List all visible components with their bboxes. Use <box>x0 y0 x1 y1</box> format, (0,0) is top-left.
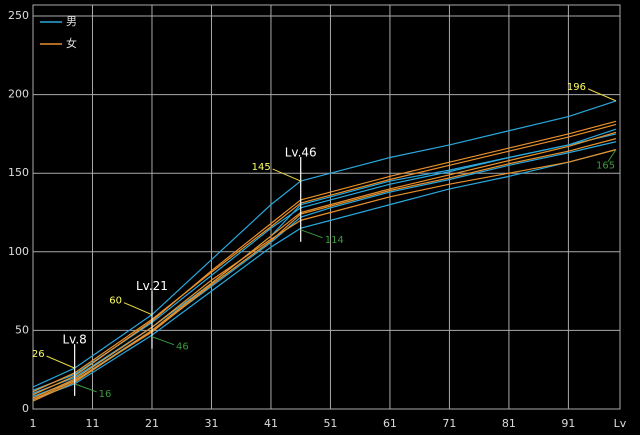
legend-label: 男 <box>66 15 77 28</box>
series-line <box>32 100 617 388</box>
x-tick-label: 71 <box>442 417 456 430</box>
series-line <box>32 120 617 396</box>
level-label: Lv.21 <box>136 279 168 293</box>
min-leader <box>300 229 323 239</box>
x-tick-label: 41 <box>264 417 278 430</box>
max-leader <box>46 355 75 369</box>
y-tick-label: 150 <box>8 166 29 179</box>
min-label: 165 <box>596 161 615 172</box>
legend-label: 女 <box>66 36 77 50</box>
max-label: 26 <box>32 349 45 360</box>
y-tick-label: 0 <box>22 402 29 415</box>
min-label: 16 <box>99 389 112 400</box>
x-tick-label: 81 <box>502 417 516 430</box>
max-label: 145 <box>252 162 271 173</box>
x-tick-label: 51 <box>323 417 337 430</box>
min-leader <box>151 336 175 346</box>
max-leader <box>123 302 153 316</box>
series-line <box>32 131 617 402</box>
x-tick-label: 21 <box>145 417 159 430</box>
max-leader <box>587 88 617 102</box>
x-axis-label: Lv <box>614 417 627 430</box>
series-line <box>32 149 617 401</box>
max-label: 196 <box>567 82 586 93</box>
min-leader <box>607 149 617 162</box>
x-tick-label: 11 <box>85 417 99 430</box>
series-line <box>32 149 617 399</box>
series-line <box>32 128 617 391</box>
min-label: 114 <box>325 235 344 246</box>
max-label: 60 <box>109 296 122 307</box>
x-tick-label: 31 <box>204 417 218 430</box>
min-label: 46 <box>176 342 189 353</box>
x-tick-label: 1 <box>30 417 37 430</box>
x-tick-label: 61 <box>383 417 397 430</box>
series-line <box>32 123 617 393</box>
min-leader <box>74 383 97 393</box>
y-tick-label: 250 <box>8 9 29 22</box>
series-line <box>32 138 617 401</box>
max-leader <box>272 168 301 182</box>
x-tick-label: 91 <box>561 417 575 430</box>
y-tick-label: 100 <box>8 245 29 258</box>
level-label: Lv.46 <box>285 146 317 160</box>
y-tick-label: 50 <box>15 323 29 336</box>
y-tick-label: 200 <box>8 88 29 101</box>
series-line <box>32 141 617 397</box>
level-label: Lv.8 <box>62 333 86 347</box>
